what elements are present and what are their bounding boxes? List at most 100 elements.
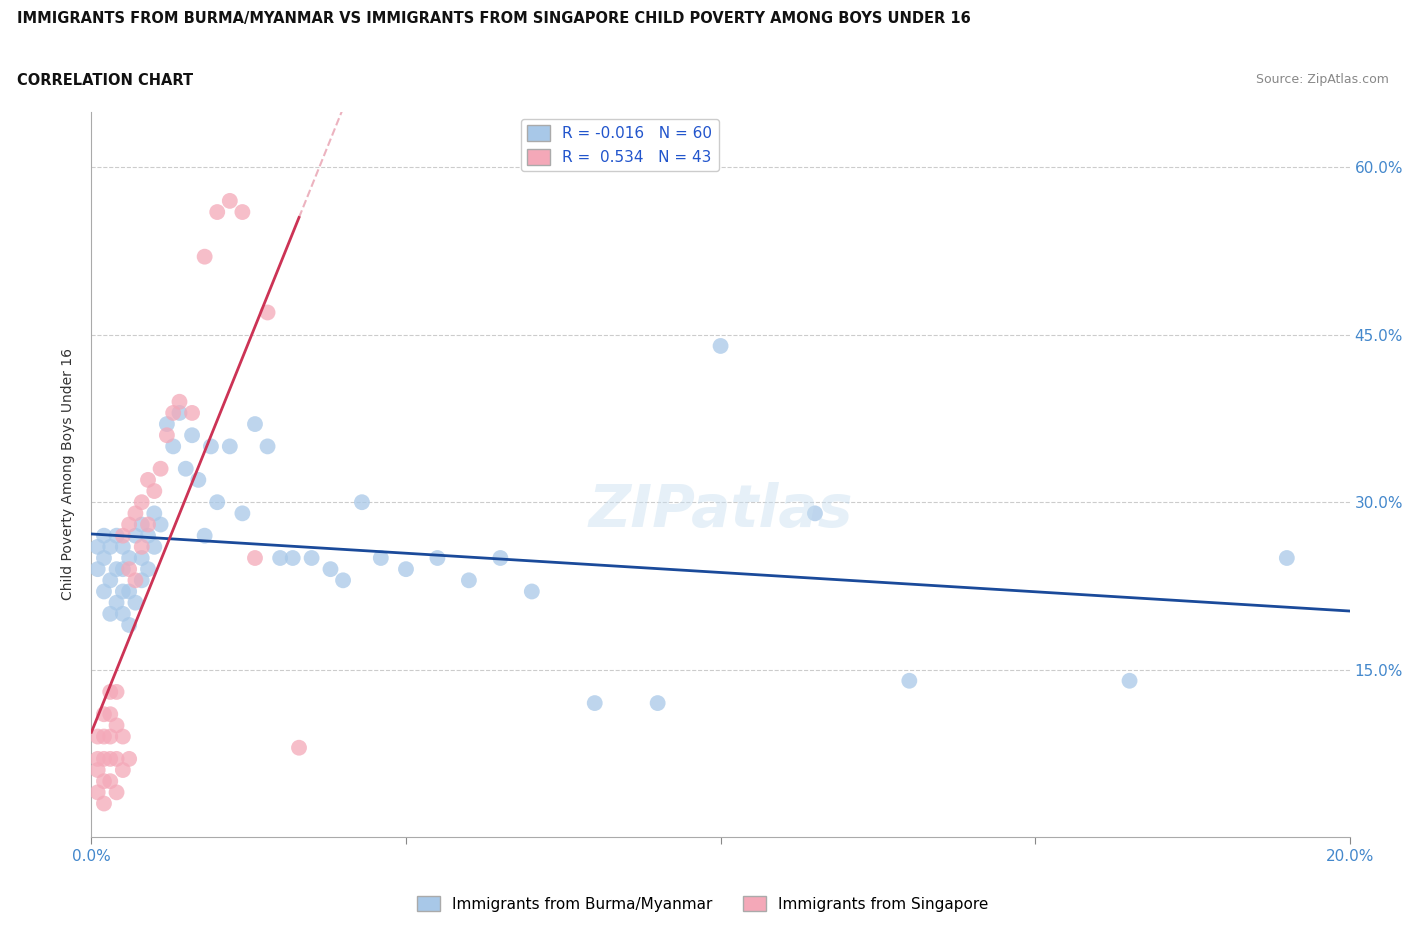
Point: [98, 729, 121, 744]
Point: [118, 584, 141, 599]
Point: [131, 517, 153, 532]
Point: [136, 517, 159, 532]
Point: [105, 528, 128, 543]
Point: [136, 528, 159, 543]
Point: [93, 751, 115, 766]
Point: [149, 517, 172, 532]
Point: [93, 528, 115, 543]
Point: [218, 439, 240, 454]
Point: [181, 428, 204, 443]
Point: [93, 774, 115, 789]
Point: [301, 551, 323, 565]
Point: [118, 551, 141, 565]
Point: [898, 673, 921, 688]
Point: [149, 461, 172, 476]
Point: [118, 618, 141, 632]
Point: [105, 684, 128, 699]
Legend: R = -0.016   N = 60, R =  0.534   N = 43: R = -0.016 N = 60, R = 0.534 N = 43: [522, 119, 718, 171]
Point: [350, 495, 373, 510]
Point: [98, 684, 121, 699]
Point: [124, 506, 146, 521]
Point: [124, 573, 146, 588]
Point: [86, 785, 108, 800]
Point: [124, 528, 146, 543]
Point: [98, 573, 121, 588]
Point: [143, 506, 166, 521]
Y-axis label: Child Poverty Among Boys Under 16: Child Poverty Among Boys Under 16: [62, 349, 76, 600]
Point: [395, 562, 418, 577]
Point: [93, 584, 115, 599]
Point: [332, 573, 354, 588]
Point: [118, 562, 141, 577]
Point: [98, 606, 121, 621]
Point: [86, 751, 108, 766]
Point: [111, 562, 134, 577]
Point: [583, 696, 606, 711]
Point: [256, 439, 278, 454]
Point: [118, 517, 141, 532]
Point: [169, 394, 191, 409]
Point: [86, 562, 108, 577]
Point: [520, 584, 543, 599]
Point: [105, 595, 128, 610]
Point: [162, 439, 184, 454]
Point: [426, 551, 449, 565]
Point: [156, 428, 179, 443]
Point: [143, 539, 166, 554]
Point: [136, 472, 159, 487]
Point: [93, 551, 115, 565]
Point: [194, 528, 217, 543]
Point: [187, 472, 209, 487]
Point: [231, 506, 253, 521]
Text: ZIPatlas: ZIPatlas: [588, 482, 853, 539]
Point: [156, 417, 179, 432]
Point: [370, 551, 392, 565]
Point: [457, 573, 479, 588]
Point: [194, 249, 217, 264]
Point: [98, 774, 121, 789]
Point: [98, 707, 121, 722]
Point: [131, 495, 153, 510]
Point: [143, 484, 166, 498]
Point: [111, 606, 134, 621]
Point: [86, 729, 108, 744]
Text: Source: ZipAtlas.com: Source: ZipAtlas.com: [1256, 73, 1389, 86]
Point: [1275, 551, 1298, 565]
Point: [98, 539, 121, 554]
Point: [105, 718, 128, 733]
Point: [288, 740, 311, 755]
Point: [162, 405, 184, 420]
Text: CORRELATION CHART: CORRELATION CHART: [17, 73, 193, 87]
Point: [169, 405, 191, 420]
Legend: Immigrants from Burma/Myanmar, Immigrants from Singapore: Immigrants from Burma/Myanmar, Immigrant…: [411, 889, 995, 918]
Point: [804, 506, 827, 521]
Point: [131, 573, 153, 588]
Point: [205, 205, 228, 219]
Point: [111, 584, 134, 599]
Point: [136, 562, 159, 577]
Point: [243, 417, 266, 432]
Point: [93, 707, 115, 722]
Point: [269, 551, 291, 565]
Point: [200, 439, 222, 454]
Text: IMMIGRANTS FROM BURMA/MYANMAR VS IMMIGRANTS FROM SINGAPORE CHILD POVERTY AMONG B: IMMIGRANTS FROM BURMA/MYANMAR VS IMMIGRA…: [17, 11, 970, 26]
Point: [489, 551, 512, 565]
Point: [111, 763, 134, 777]
Point: [709, 339, 731, 353]
Point: [93, 796, 115, 811]
Point: [93, 729, 115, 744]
Point: [181, 405, 204, 420]
Point: [105, 751, 128, 766]
Point: [205, 495, 228, 510]
Point: [86, 539, 108, 554]
Point: [118, 751, 141, 766]
Point: [124, 595, 146, 610]
Point: [231, 205, 253, 219]
Point: [647, 696, 669, 711]
Point: [319, 562, 342, 577]
Point: [111, 539, 134, 554]
Point: [111, 729, 134, 744]
Point: [131, 551, 153, 565]
Point: [105, 785, 128, 800]
Point: [111, 528, 134, 543]
